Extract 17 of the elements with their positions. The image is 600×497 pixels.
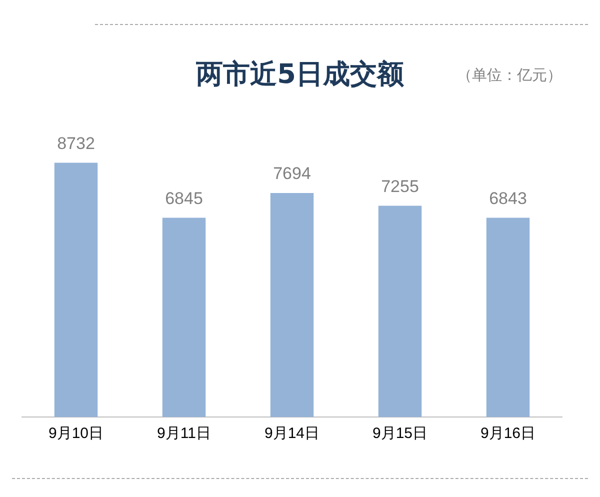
chart-title: 两市近5日成交额 [196, 59, 404, 90]
data-label: 6845 [165, 188, 203, 208]
bar [270, 193, 314, 417]
x-tick-label: 9月16日 [480, 425, 536, 442]
bar [378, 206, 422, 417]
x-tick-label: 9月15日 [372, 425, 428, 442]
chart-subtitle: （单位：亿元） [457, 66, 562, 85]
data-label: 7255 [381, 176, 419, 196]
bar [486, 218, 530, 417]
x-tick-label: 9月11日 [157, 425, 211, 442]
data-label: 7694 [273, 164, 311, 184]
bar [54, 162, 98, 417]
bar [162, 218, 206, 417]
data-label: 8732 [57, 134, 95, 153]
x-tick-label: 9月10日 [48, 425, 104, 442]
x-tick-label: 9月14日 [264, 425, 320, 442]
data-label: 6843 [489, 188, 527, 208]
